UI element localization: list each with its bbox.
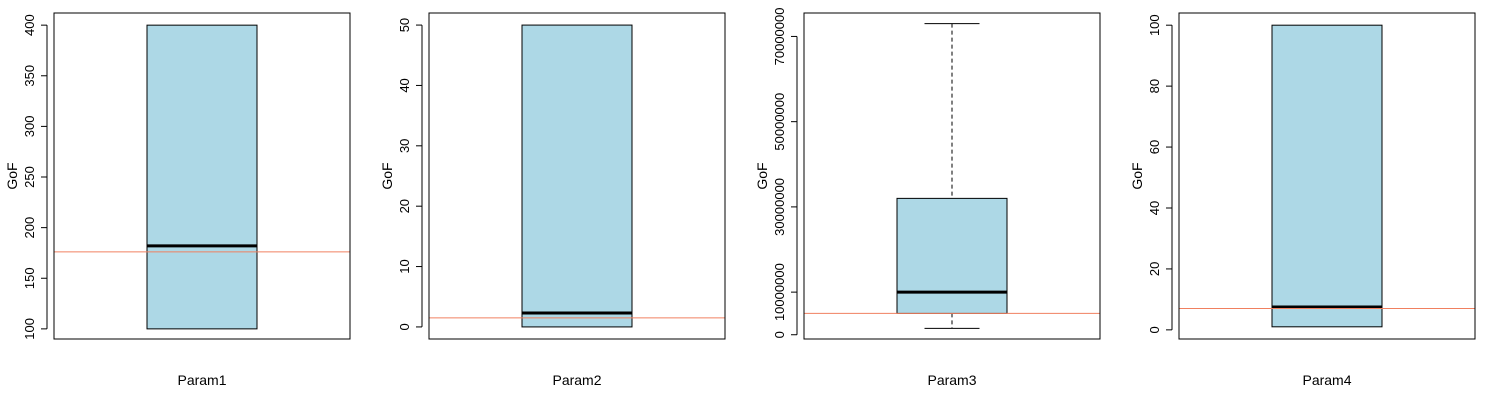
y-tick-label-1-1: 100: [22, 318, 37, 340]
x-axis-label-2: Param2: [552, 372, 601, 388]
box-1: [146, 24, 258, 330]
y-tick-label-2-1: 0: [397, 323, 412, 330]
y-tick-label-3-3: 30000000: [772, 178, 787, 236]
y-tick-label-1-6: 350: [22, 65, 37, 87]
y-tick-label-1-2: 150: [22, 267, 37, 289]
x-axis-label-1: Param1: [177, 372, 226, 388]
y-tick-label-3-1: 0: [772, 331, 787, 338]
y-tick-label-4-6: 100: [1147, 14, 1162, 36]
panel-1: 100 150 200 250 300 350 400 GoF Param1: [4, 12, 351, 388]
y-tick-label-1-3: 200: [22, 217, 37, 239]
x-axis-label-4: Param4: [1302, 372, 1351, 388]
y-axis-label-3: GoF: [754, 162, 770, 189]
y-tick-label-1-7: 400: [22, 14, 37, 36]
y-tick-label-2-4: 30: [397, 139, 412, 153]
y-tick-label-1-4: 250: [22, 166, 37, 188]
plot-frame-1: [53, 12, 351, 340]
y-tick-label-3-5: 70000000: [772, 8, 787, 66]
y-tick-label-4-2: 20: [1147, 262, 1162, 276]
box-3: [896, 197, 1008, 314]
plot-frame-4: [1178, 12, 1476, 340]
box-4: [1271, 24, 1383, 328]
y-tick-label-2-2: 10: [397, 259, 412, 273]
y-axis-label-2: GoF: [379, 162, 395, 189]
y-axis-label-4: GoF: [1129, 162, 1145, 189]
panel-3: 0 10000000 30000000 50000000 70000000 GoF Para…: [754, 8, 1101, 388]
plot-frame-2: [428, 12, 726, 340]
y-tick-label-3-2: 10000000: [772, 263, 787, 321]
y-axis-label-1: GoF: [4, 162, 20, 189]
panel-2: 0 10 20 30 40 50 GoF Param2: [379, 12, 726, 388]
y-tick-label-2-3: 20: [397, 199, 412, 213]
y-tick-label-1-5: 300: [22, 116, 37, 138]
y-tick-label-2-5: 40: [397, 78, 412, 92]
box-2: [521, 24, 633, 328]
y-tick-label-2-6: 50: [397, 18, 412, 32]
y-tick-label-4-1: 0: [1147, 326, 1162, 333]
panel-4: 0 20 40 60 80 100 GoF Param4: [1129, 12, 1476, 388]
plot-frame-3: [803, 12, 1101, 340]
x-axis-label-3: Param3: [927, 372, 976, 388]
y-tick-label-4-4: 60: [1147, 140, 1162, 154]
y-tick-label-4-5: 80: [1147, 79, 1162, 93]
y-tick-label-3-4: 50000000: [772, 93, 787, 151]
y-tick-label-4-3: 40: [1147, 201, 1162, 215]
